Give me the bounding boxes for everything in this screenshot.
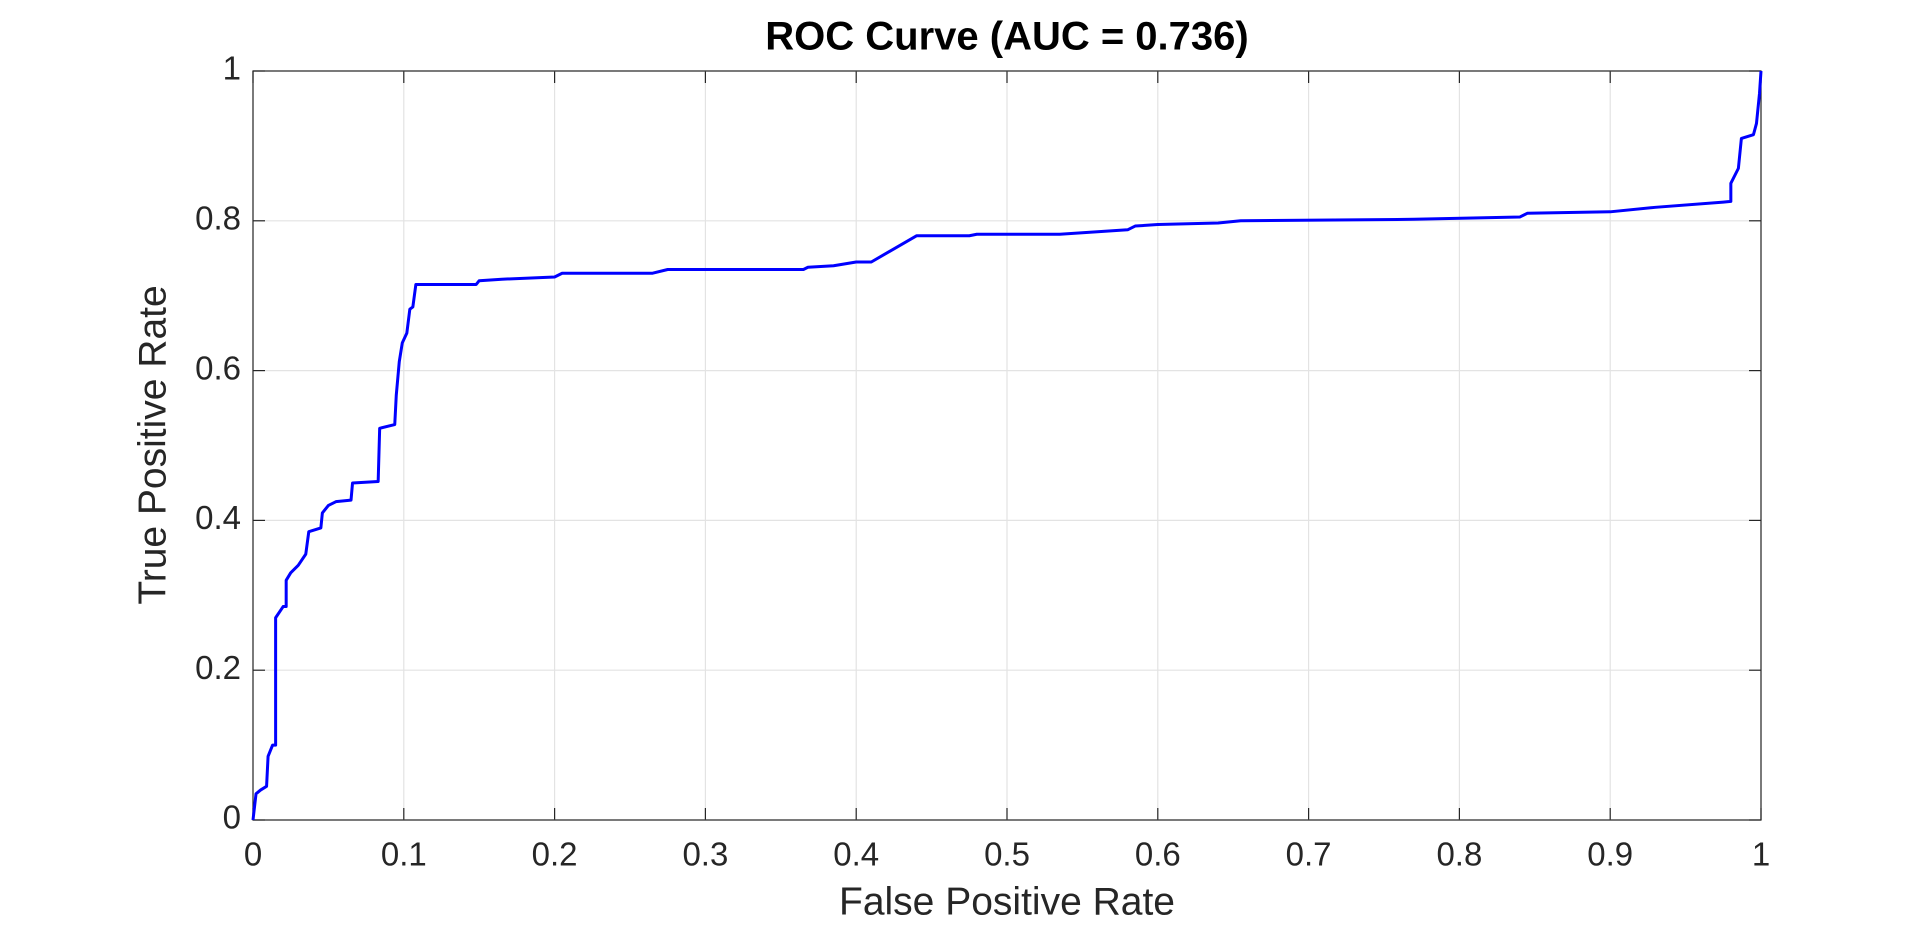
x-tick-label: 0.3: [682, 836, 728, 873]
x-tick-label: 1: [1752, 836, 1770, 873]
y-tick-label: 0.4: [195, 499, 241, 536]
x-tick-label: 0.9: [1587, 836, 1633, 873]
x-tick-label: 0.2: [532, 836, 578, 873]
x-tick-label: 0.7: [1286, 836, 1332, 873]
x-tick-label: 0.6: [1135, 836, 1181, 873]
x-tick-label: 0: [244, 836, 262, 873]
chart-title: ROC Curve (AUC = 0.736): [765, 15, 1248, 59]
y-tick-label: 0.6: [195, 349, 241, 386]
x-tick-label: 0.5: [984, 836, 1030, 873]
y-tick-label: 0: [223, 799, 241, 836]
y-tick-label: 0.2: [195, 649, 241, 686]
x-tick-label: 0.4: [833, 836, 879, 873]
x-axis-label: False Positive Rate: [839, 880, 1175, 923]
roc-curve: [251, 70, 1763, 821]
plot-frame: [252, 70, 1762, 821]
y-tick-label: 0.8: [195, 200, 241, 237]
x-tick-label: 0.1: [381, 836, 427, 873]
x-tick-label: 0.8: [1436, 836, 1482, 873]
y-tick-label: 1: [223, 50, 241, 87]
y-axis-label: True Positive Rate: [131, 285, 174, 604]
